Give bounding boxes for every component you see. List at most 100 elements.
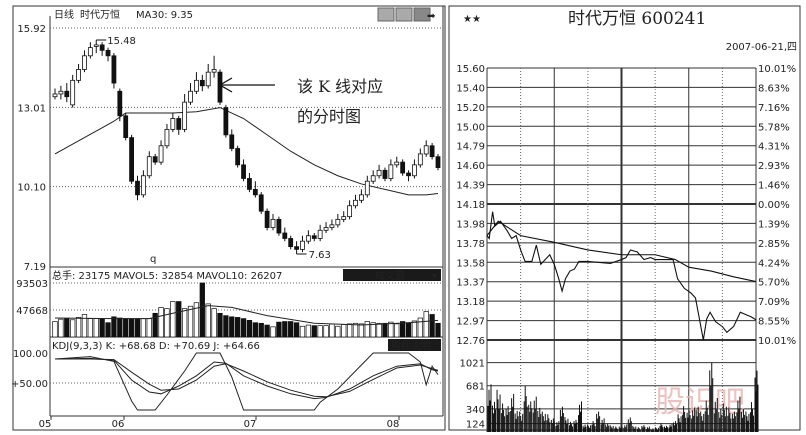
volume-bar [399,321,406,338]
candle [370,175,376,182]
candle [164,129,170,147]
candle [276,218,282,234]
volume-bar [317,325,323,338]
volume-bar [405,322,412,338]
annotation-line2: 的分时图 [297,107,361,126]
intraday-date: 2007-06-21,四 [726,42,797,53]
volume-bar [376,322,382,338]
intraday-pct-label: 10.01% [758,64,796,75]
intraday-price-label: 14.60 [456,161,485,172]
volume-bar [246,320,253,338]
candle [429,145,435,158]
intraday-pct-label: 1.39% [758,219,790,230]
volume-bar [140,318,147,338]
volume-bar [134,318,141,338]
volume-bar [240,318,247,338]
intraday-pct-label: 5.78% [758,122,790,133]
candle [176,118,182,130]
volume-bar [223,315,229,338]
candle [400,161,406,174]
ma30-label: MA30: 9.35 [136,10,193,21]
candle [300,240,305,250]
ma30-line [54,107,439,196]
volume-axis-label: 47668 [16,306,48,317]
volume-bar [282,321,288,338]
candle [123,115,129,138]
intraday-price-label: 15.20 [456,103,485,114]
intraday-average-line [486,220,757,283]
candle [93,44,99,47]
candle [217,71,223,103]
candle [129,137,135,182]
candle [211,69,217,73]
volume-bar [75,317,82,338]
intraday-volume-label: 340 [466,405,485,416]
volume-bar [358,323,365,338]
candle [111,55,117,84]
volume-bar [70,319,76,338]
toolbar-icon-b[interactable] [395,7,413,22]
candle [52,93,58,98]
date-axis-label: 06 [112,419,125,430]
volume-bar [311,325,317,338]
volume-bar [181,308,188,338]
volume-bar [341,324,347,338]
volume-bar [329,323,335,338]
volume-bar [252,322,258,338]
candle [435,156,441,168]
intraday-volume-label: 1021 [460,359,485,370]
volume-bar [199,282,205,338]
candle [223,107,229,136]
candle [406,172,411,177]
intraday-pct-label: 8.55% [758,317,790,328]
volume-bar [382,322,388,338]
candle [358,194,364,201]
date-axis-label: 08 [387,419,400,430]
toolbar-icon-a[interactable] [377,7,395,22]
candle [412,164,417,177]
intraday-price-label: 13.78 [456,239,485,250]
volume-bar [170,301,176,338]
volume-bar [258,322,264,338]
candle [258,194,264,212]
candle [117,90,123,117]
intraday-volume-label: 124 [466,420,485,431]
high-price-label: 15.48 [107,36,136,47]
indicator-help-label: 指标说明 [391,339,431,352]
candle [388,164,394,179]
price-axis-label: 10.10 [17,183,46,194]
candle [140,175,146,196]
candle [229,134,235,149]
candle [323,227,329,231]
volume-bar [388,321,394,338]
price-axis-label: 13.01 [17,103,46,114]
volume-indicator-button[interactable] [343,269,441,281]
volume-bar [117,317,123,338]
intraday-pct-label: 10.01% [758,336,796,347]
volume-bar [52,321,58,338]
annotation-line1: 该 K 线对应 [297,77,383,96]
intraday-price-label: 15.40 [456,83,485,94]
price-axis-label: 7.19 [24,262,46,273]
volume-bar [270,326,276,338]
toolbar-icon-c[interactable] [413,7,431,22]
candle [347,205,353,218]
chevron-down-icon: ▾ [432,271,437,282]
intraday-pct-label: 7.16% [758,103,790,114]
candle [376,169,382,177]
indicator-help-button[interactable] [388,339,441,351]
kdj-line-j [54,352,439,411]
right-panel-frame [448,5,801,431]
candle [205,71,211,87]
candle [329,224,335,228]
candle [270,218,276,228]
intraday-price-label: 14.39 [456,181,485,192]
candle [235,148,241,166]
kdj-axis-label: 100.00 [13,349,48,360]
annotation-arrow-icon [218,77,233,93]
candle [317,229,323,239]
candle [194,79,199,92]
volume-bar [346,323,353,338]
volume-bar [435,322,441,338]
